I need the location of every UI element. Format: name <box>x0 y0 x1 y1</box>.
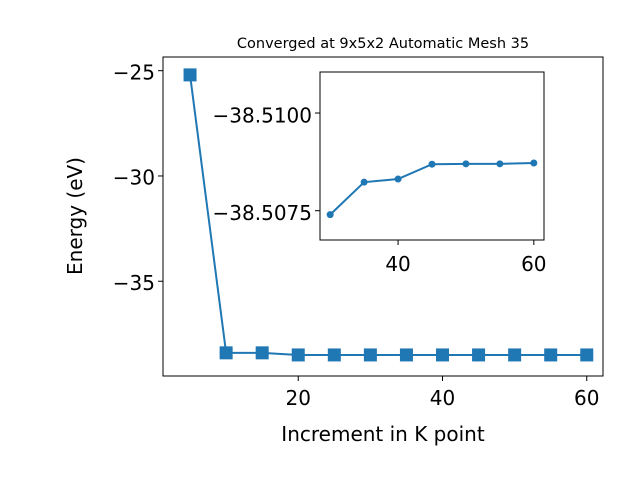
inset-data-point <box>394 175 402 183</box>
inset-x-tick-label: 40 <box>385 252 410 276</box>
inset-data-point <box>530 159 538 167</box>
main-x-ticks: 20 40 60 <box>286 376 599 410</box>
inset-data-point <box>462 160 470 168</box>
inset-axes: 40 60 −38.5075 −38.5100 <box>213 71 547 276</box>
main-series <box>183 68 594 362</box>
inset-data-point <box>326 211 334 219</box>
main-axes: 20 40 60 −35 −30 −25 Converged at 9x5x2 Auto… <box>63 36 604 446</box>
main-data-point <box>472 348 486 362</box>
inset-data-point <box>360 178 368 186</box>
y-axis-title: Energy (eV) <box>63 157 87 275</box>
main-data-point <box>291 348 305 362</box>
main-x-tick-label: 40 <box>430 386 455 410</box>
main-data-point <box>580 348 594 362</box>
inset-plot-frame <box>319 71 545 241</box>
inset-data-point <box>496 160 504 168</box>
main-data-point <box>508 348 522 362</box>
x-axis-title: Increment in K point <box>281 422 485 446</box>
main-data-point <box>399 348 413 362</box>
inset-series <box>326 159 538 219</box>
main-y-ticks: −35 −30 −25 <box>113 60 163 295</box>
main-y-tick-label: −25 <box>113 60 155 84</box>
main-plot-frame <box>162 56 604 377</box>
inset-y-tick-label: −38.5100 <box>213 103 312 127</box>
inset-x-ticks: 40 60 <box>385 240 547 276</box>
inset-x-tick-label: 60 <box>521 252 546 276</box>
inset-data-point <box>428 160 436 168</box>
inset-y-ticks: −38.5075 −38.5100 <box>213 103 320 225</box>
main-data-point <box>219 346 233 360</box>
main-data-point <box>363 348 377 362</box>
main-data-point <box>436 348 450 362</box>
main-data-point <box>327 348 341 362</box>
chart-title: Converged at 9x5x2 Automatic Mesh 35 <box>237 36 529 52</box>
main-y-tick-label: −35 <box>113 271 155 295</box>
main-x-tick-label: 60 <box>574 386 599 410</box>
inset-y-tick-label: −38.5075 <box>213 201 312 225</box>
main-data-point <box>544 348 558 362</box>
main-y-tick-label: −30 <box>113 166 155 190</box>
main-x-tick-label: 20 <box>286 386 311 410</box>
main-data-point <box>183 68 197 82</box>
main-data-point <box>255 346 269 360</box>
